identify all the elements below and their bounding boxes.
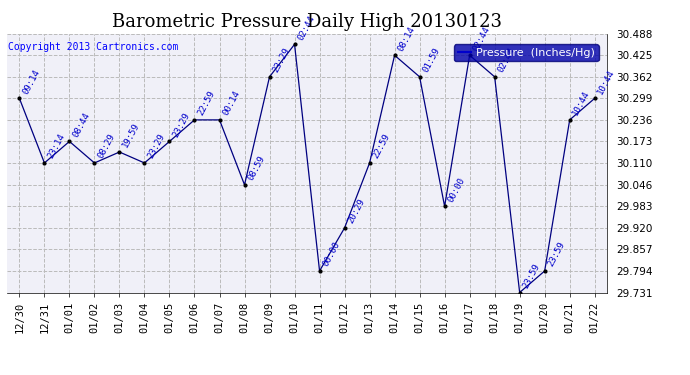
Text: 19:59: 19:59: [121, 121, 141, 149]
Text: 08:59: 08:59: [246, 154, 266, 182]
Text: 00:14: 00:14: [221, 89, 242, 117]
Text: 23:14: 23:14: [46, 132, 66, 160]
Text: 22:59: 22:59: [371, 132, 391, 160]
Text: 22:59: 22:59: [196, 89, 217, 117]
Text: 00:00: 00:00: [321, 240, 342, 268]
Text: 23:29: 23:29: [146, 132, 166, 160]
Text: 02:44: 02:44: [471, 24, 491, 52]
Text: 23:59: 23:59: [546, 240, 566, 268]
Text: 23:59: 23:59: [521, 262, 542, 290]
Text: 10:44: 10:44: [596, 68, 617, 96]
Legend: Pressure  (Inches/Hg): Pressure (Inches/Hg): [454, 45, 599, 61]
Title: Barometric Pressure Daily High 20130123: Barometric Pressure Daily High 20130123: [112, 13, 502, 31]
Text: 09:14: 09:14: [21, 68, 41, 96]
Text: 08:29: 08:29: [96, 132, 117, 160]
Text: 08:14: 08:14: [396, 24, 417, 52]
Text: 08:44: 08:44: [71, 111, 91, 139]
Text: 10:44: 10:44: [571, 89, 591, 117]
Text: 20:29: 20:29: [346, 197, 366, 225]
Text: 01:59: 01:59: [421, 46, 442, 74]
Text: Copyright 2013 Cartronics.com: Copyright 2013 Cartronics.com: [8, 42, 178, 51]
Text: 02:44: 02:44: [296, 13, 317, 42]
Text: 02:44: 02:44: [496, 46, 517, 74]
Text: 23:29: 23:29: [271, 46, 291, 74]
Text: 00:00: 00:00: [446, 176, 466, 204]
Text: 23:29: 23:29: [171, 111, 191, 139]
